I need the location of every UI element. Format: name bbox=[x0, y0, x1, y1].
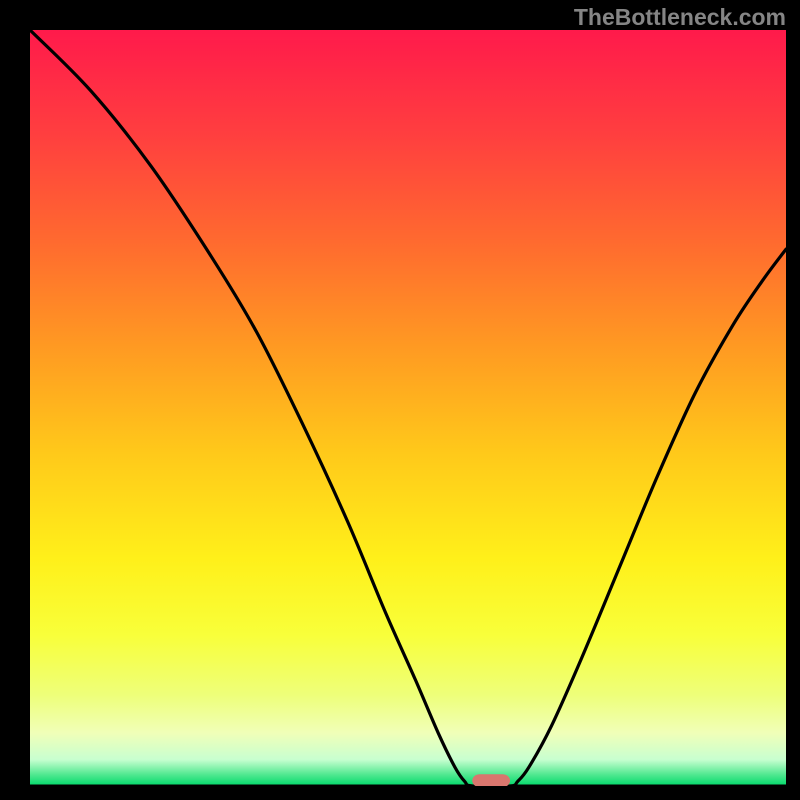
bottleneck-chart bbox=[30, 30, 786, 786]
chart-background bbox=[30, 30, 786, 786]
optimal-marker bbox=[472, 774, 510, 786]
watermark-text: TheBottleneck.com bbox=[574, 4, 786, 31]
